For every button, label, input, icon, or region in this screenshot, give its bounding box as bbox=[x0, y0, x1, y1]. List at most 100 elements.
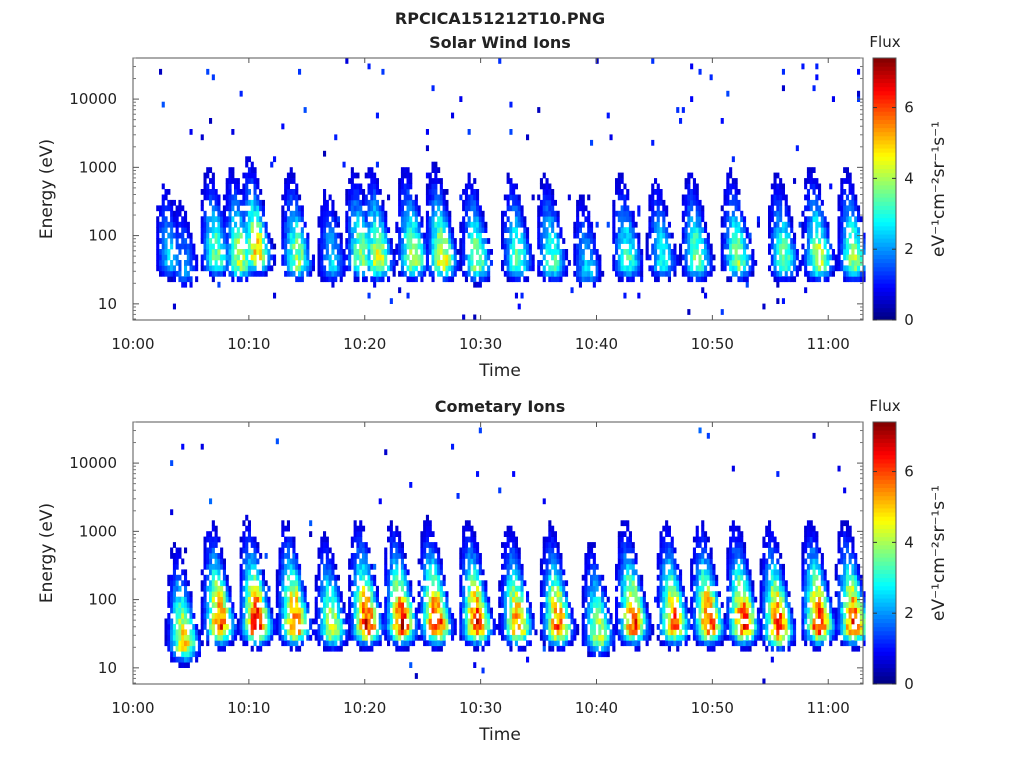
heatmap-cell bbox=[362, 547, 366, 554]
heatmap-cell bbox=[770, 194, 774, 201]
heatmap-cell bbox=[673, 243, 677, 250]
heatmap-cell bbox=[526, 656, 530, 663]
heatmap-cell bbox=[448, 607, 452, 614]
heatmap-cell bbox=[298, 210, 302, 217]
heatmap-cell bbox=[456, 493, 460, 499]
heatmap-cell bbox=[701, 216, 705, 223]
heatmap-cell bbox=[617, 618, 621, 625]
heatmap-cell bbox=[403, 221, 407, 228]
heatmap-cell bbox=[576, 629, 580, 636]
heatmap-cell bbox=[370, 585, 374, 592]
heatmap-cell bbox=[256, 178, 260, 184]
heatmap-cell bbox=[236, 629, 240, 636]
heatmap-cell bbox=[284, 596, 288, 603]
heatmap-cell bbox=[731, 178, 735, 184]
heatmap-cell bbox=[389, 613, 393, 619]
heatmap-cell bbox=[548, 624, 552, 630]
heatmap-cell bbox=[606, 640, 610, 647]
heatmap-cell bbox=[606, 112, 610, 119]
heatmap-cell bbox=[484, 613, 488, 619]
heatmap-cell bbox=[481, 591, 485, 597]
heatmap-cell bbox=[542, 205, 546, 212]
heatmap-cell bbox=[687, 276, 691, 283]
heatmap-cell bbox=[184, 265, 188, 272]
heatmap-cell bbox=[548, 585, 552, 592]
heatmap-cell bbox=[517, 303, 521, 310]
heatmap-cell bbox=[300, 210, 304, 217]
heatmap-cell bbox=[470, 525, 474, 532]
heatmap-cell bbox=[473, 596, 477, 603]
heatmap-cell bbox=[259, 199, 263, 206]
heatmap-cell bbox=[247, 227, 251, 233]
heatmap-cell bbox=[181, 624, 185, 630]
heatmap-cell bbox=[462, 553, 466, 559]
heatmap-cell bbox=[423, 602, 427, 608]
heatmap-cell bbox=[506, 640, 510, 647]
heatmap-cell bbox=[247, 634, 251, 641]
heatmap-cell bbox=[623, 520, 627, 527]
heatmap-cell bbox=[506, 199, 510, 206]
heatmap-cell bbox=[439, 260, 443, 266]
heatmap-cell bbox=[456, 265, 460, 272]
heatmap-cell bbox=[684, 260, 688, 266]
heatmap-cell bbox=[723, 254, 727, 261]
heatmap-cell bbox=[253, 618, 257, 625]
heatmap-cell bbox=[470, 618, 474, 625]
heatmap-cell bbox=[239, 624, 243, 630]
heatmap-cell bbox=[270, 618, 274, 625]
heatmap-cell bbox=[281, 238, 285, 244]
heatmap-cell bbox=[567, 194, 571, 201]
heatmap-cell bbox=[172, 254, 176, 261]
heatmap-cell bbox=[348, 602, 352, 608]
heatmap-cell bbox=[320, 536, 324, 543]
heatmap-cell bbox=[309, 265, 313, 272]
heatmap-cell bbox=[720, 265, 724, 272]
heatmap-cell bbox=[364, 602, 368, 608]
heatmap-cell bbox=[542, 542, 546, 548]
heatmap-cell bbox=[384, 629, 388, 636]
heatmap-cell bbox=[245, 585, 249, 592]
heatmap-cell bbox=[470, 580, 474, 587]
heatmap-cell bbox=[350, 199, 354, 206]
heatmap-cell bbox=[231, 167, 235, 173]
heatmap-cell bbox=[631, 216, 635, 223]
heatmap-cell bbox=[370, 194, 374, 201]
heatmap-cell bbox=[159, 205, 163, 212]
heatmap-cell bbox=[464, 596, 468, 603]
heatmap-cell bbox=[851, 183, 855, 190]
heatmap-cell bbox=[220, 558, 224, 565]
heatmap-cell bbox=[284, 227, 288, 233]
heatmap-cell bbox=[420, 563, 424, 570]
heatmap-cell bbox=[239, 580, 243, 587]
heatmap-cell bbox=[186, 596, 190, 603]
heatmap-cell bbox=[239, 221, 243, 228]
heatmap-cell bbox=[556, 238, 560, 244]
heatmap-cell bbox=[687, 178, 691, 184]
heatmap-cell bbox=[781, 227, 785, 233]
heatmap-cell bbox=[545, 249, 549, 255]
heatmap-cell bbox=[459, 585, 463, 592]
heatmap-cell bbox=[395, 249, 399, 255]
heatmap-cell bbox=[581, 602, 585, 608]
heatmap-cell bbox=[545, 199, 549, 206]
heatmap-cell bbox=[692, 178, 696, 184]
heatmap-cell bbox=[214, 199, 218, 206]
heatmap-cell bbox=[573, 270, 577, 277]
heatmap-cell bbox=[651, 58, 655, 64]
heatmap-cell bbox=[776, 249, 780, 255]
heatmap-cell bbox=[854, 254, 858, 261]
heatmap-cell bbox=[437, 260, 441, 266]
heatmap-cell bbox=[400, 569, 404, 576]
heatmap-cell bbox=[353, 221, 357, 228]
heatmap-cell bbox=[206, 574, 210, 581]
heatmap-cell bbox=[414, 232, 418, 239]
heatmap-cell bbox=[623, 249, 627, 255]
heatmap-cell bbox=[400, 205, 404, 212]
heatmap-cell bbox=[462, 596, 466, 603]
heatmap-cell bbox=[197, 629, 201, 636]
heatmap-cell bbox=[528, 602, 532, 608]
heatmap-cell bbox=[523, 265, 527, 272]
heatmap-cell bbox=[175, 645, 179, 652]
heatmap-cell bbox=[462, 542, 466, 548]
heatmap-cell bbox=[295, 249, 299, 255]
